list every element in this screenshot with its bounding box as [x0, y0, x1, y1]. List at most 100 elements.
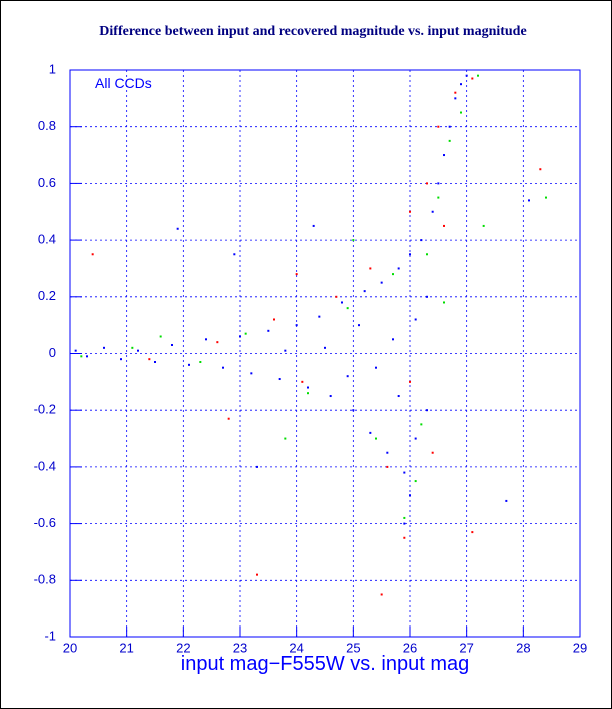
point — [460, 83, 462, 86]
point — [380, 281, 383, 284]
point — [437, 196, 440, 199]
plot-border — [69, 69, 581, 638]
y-tick-label: 0 — [49, 345, 56, 360]
point — [227, 417, 230, 420]
point — [103, 346, 105, 349]
y-tick-label: 1 — [49, 61, 56, 76]
point — [409, 253, 411, 256]
point — [159, 335, 162, 338]
point — [414, 318, 417, 321]
x-tick-label: 22 — [176, 640, 190, 655]
point — [74, 349, 77, 352]
point — [341, 301, 343, 304]
point — [397, 395, 400, 398]
point — [256, 573, 258, 576]
point — [437, 125, 440, 128]
point — [426, 409, 428, 412]
point — [307, 386, 309, 389]
point — [295, 324, 298, 327]
y-tick-label: 0.4 — [38, 232, 56, 247]
point — [267, 329, 270, 332]
point — [91, 253, 94, 256]
y-tick-label: -0.8 — [34, 572, 56, 587]
point — [443, 154, 445, 157]
point — [409, 380, 411, 383]
point — [414, 437, 417, 440]
point — [148, 358, 151, 361]
y-tick-label: 0.8 — [38, 118, 56, 133]
point — [131, 346, 134, 349]
point — [414, 480, 417, 483]
point — [295, 273, 298, 276]
y-tick-label: -0.6 — [34, 515, 56, 530]
point — [392, 338, 394, 341]
point — [477, 74, 479, 77]
y-tick-label: 0.2 — [38, 288, 56, 303]
point — [137, 349, 139, 352]
point — [482, 224, 485, 227]
y-tick-label: -1 — [44, 628, 56, 643]
point — [369, 267, 372, 270]
point — [403, 522, 406, 525]
point — [154, 361, 156, 364]
x-axis-label: input mag−F555W vs. input mag — [181, 653, 469, 675]
point — [403, 516, 406, 519]
y-tick-label: -0.4 — [34, 458, 56, 473]
point — [409, 210, 411, 213]
point — [505, 499, 508, 502]
point — [545, 196, 547, 199]
point — [312, 224, 315, 227]
point — [471, 531, 474, 534]
point — [426, 295, 428, 298]
point — [301, 380, 304, 383]
point — [380, 593, 383, 596]
point — [120, 358, 122, 361]
point — [284, 437, 287, 440]
point — [403, 471, 406, 474]
point — [329, 395, 332, 398]
point — [358, 324, 360, 327]
point — [244, 332, 247, 335]
point — [420, 423, 423, 426]
point — [454, 91, 457, 94]
point — [346, 307, 349, 310]
annotation: All CCDs — [95, 75, 152, 91]
point — [386, 451, 389, 454]
point — [426, 182, 428, 185]
point — [352, 409, 355, 412]
point — [448, 139, 451, 142]
point — [222, 366, 224, 369]
x-tick-label: 27 — [459, 640, 473, 655]
point — [176, 227, 179, 230]
point — [171, 343, 173, 346]
point — [471, 77, 474, 80]
point — [539, 168, 542, 171]
point — [460, 111, 462, 114]
point — [80, 355, 83, 358]
point — [86, 355, 88, 358]
point — [392, 273, 394, 276]
point — [375, 366, 377, 369]
point — [409, 494, 411, 497]
y-tick-label: 0.6 — [38, 175, 56, 190]
point — [420, 239, 423, 242]
x-tick-label: 25 — [346, 640, 360, 655]
point — [426, 253, 428, 256]
point — [335, 295, 338, 298]
x-tick-label: 21 — [119, 640, 133, 655]
point — [386, 465, 389, 468]
point — [375, 437, 377, 440]
point — [431, 210, 434, 213]
point — [324, 346, 326, 349]
point — [437, 182, 440, 185]
point — [188, 363, 190, 366]
point — [278, 378, 281, 381]
point — [352, 239, 355, 242]
x-tick-label: 26 — [403, 640, 417, 655]
point — [256, 465, 258, 468]
point — [205, 338, 207, 341]
x-tick-label: 24 — [289, 640, 303, 655]
point — [307, 392, 309, 395]
point — [284, 349, 287, 352]
